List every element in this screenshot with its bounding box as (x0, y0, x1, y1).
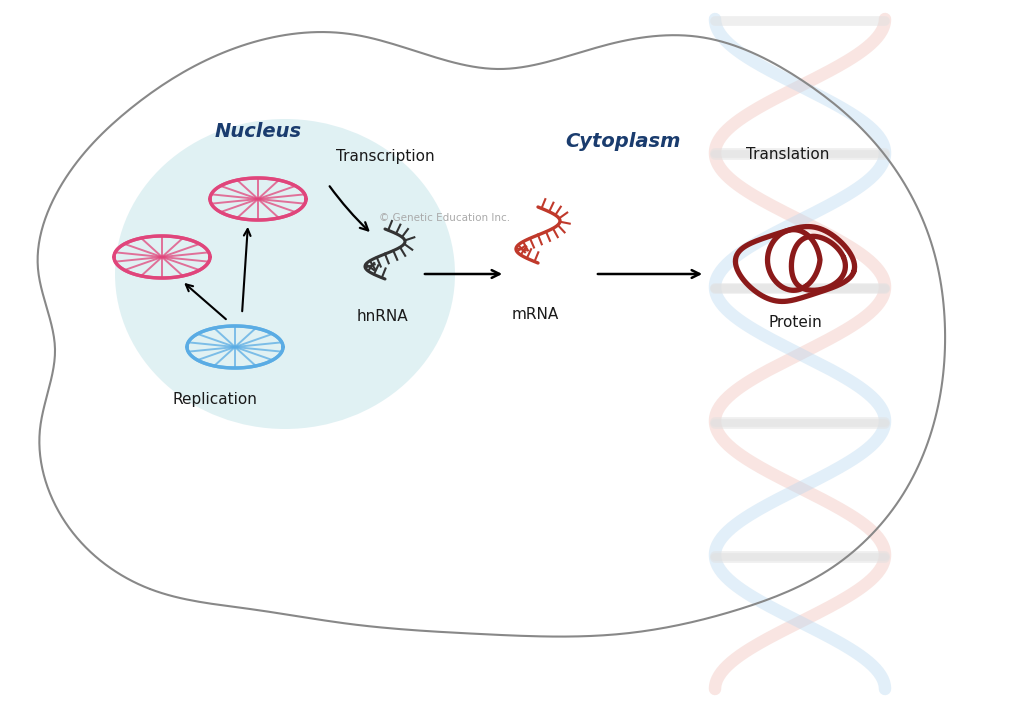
Text: Nucleus: Nucleus (215, 122, 302, 141)
Text: Transcription: Transcription (335, 149, 434, 164)
Text: Cytoplasm: Cytoplasm (565, 132, 681, 151)
Text: hnRNA: hnRNA (357, 309, 407, 324)
Text: Protein: Protein (768, 315, 822, 330)
Text: © Genetic Education Inc.: © Genetic Education Inc. (379, 213, 511, 223)
Text: mRNA: mRNA (511, 307, 559, 322)
Ellipse shape (115, 119, 455, 429)
Text: Replication: Replication (173, 392, 257, 407)
Text: Translation: Translation (747, 147, 830, 162)
